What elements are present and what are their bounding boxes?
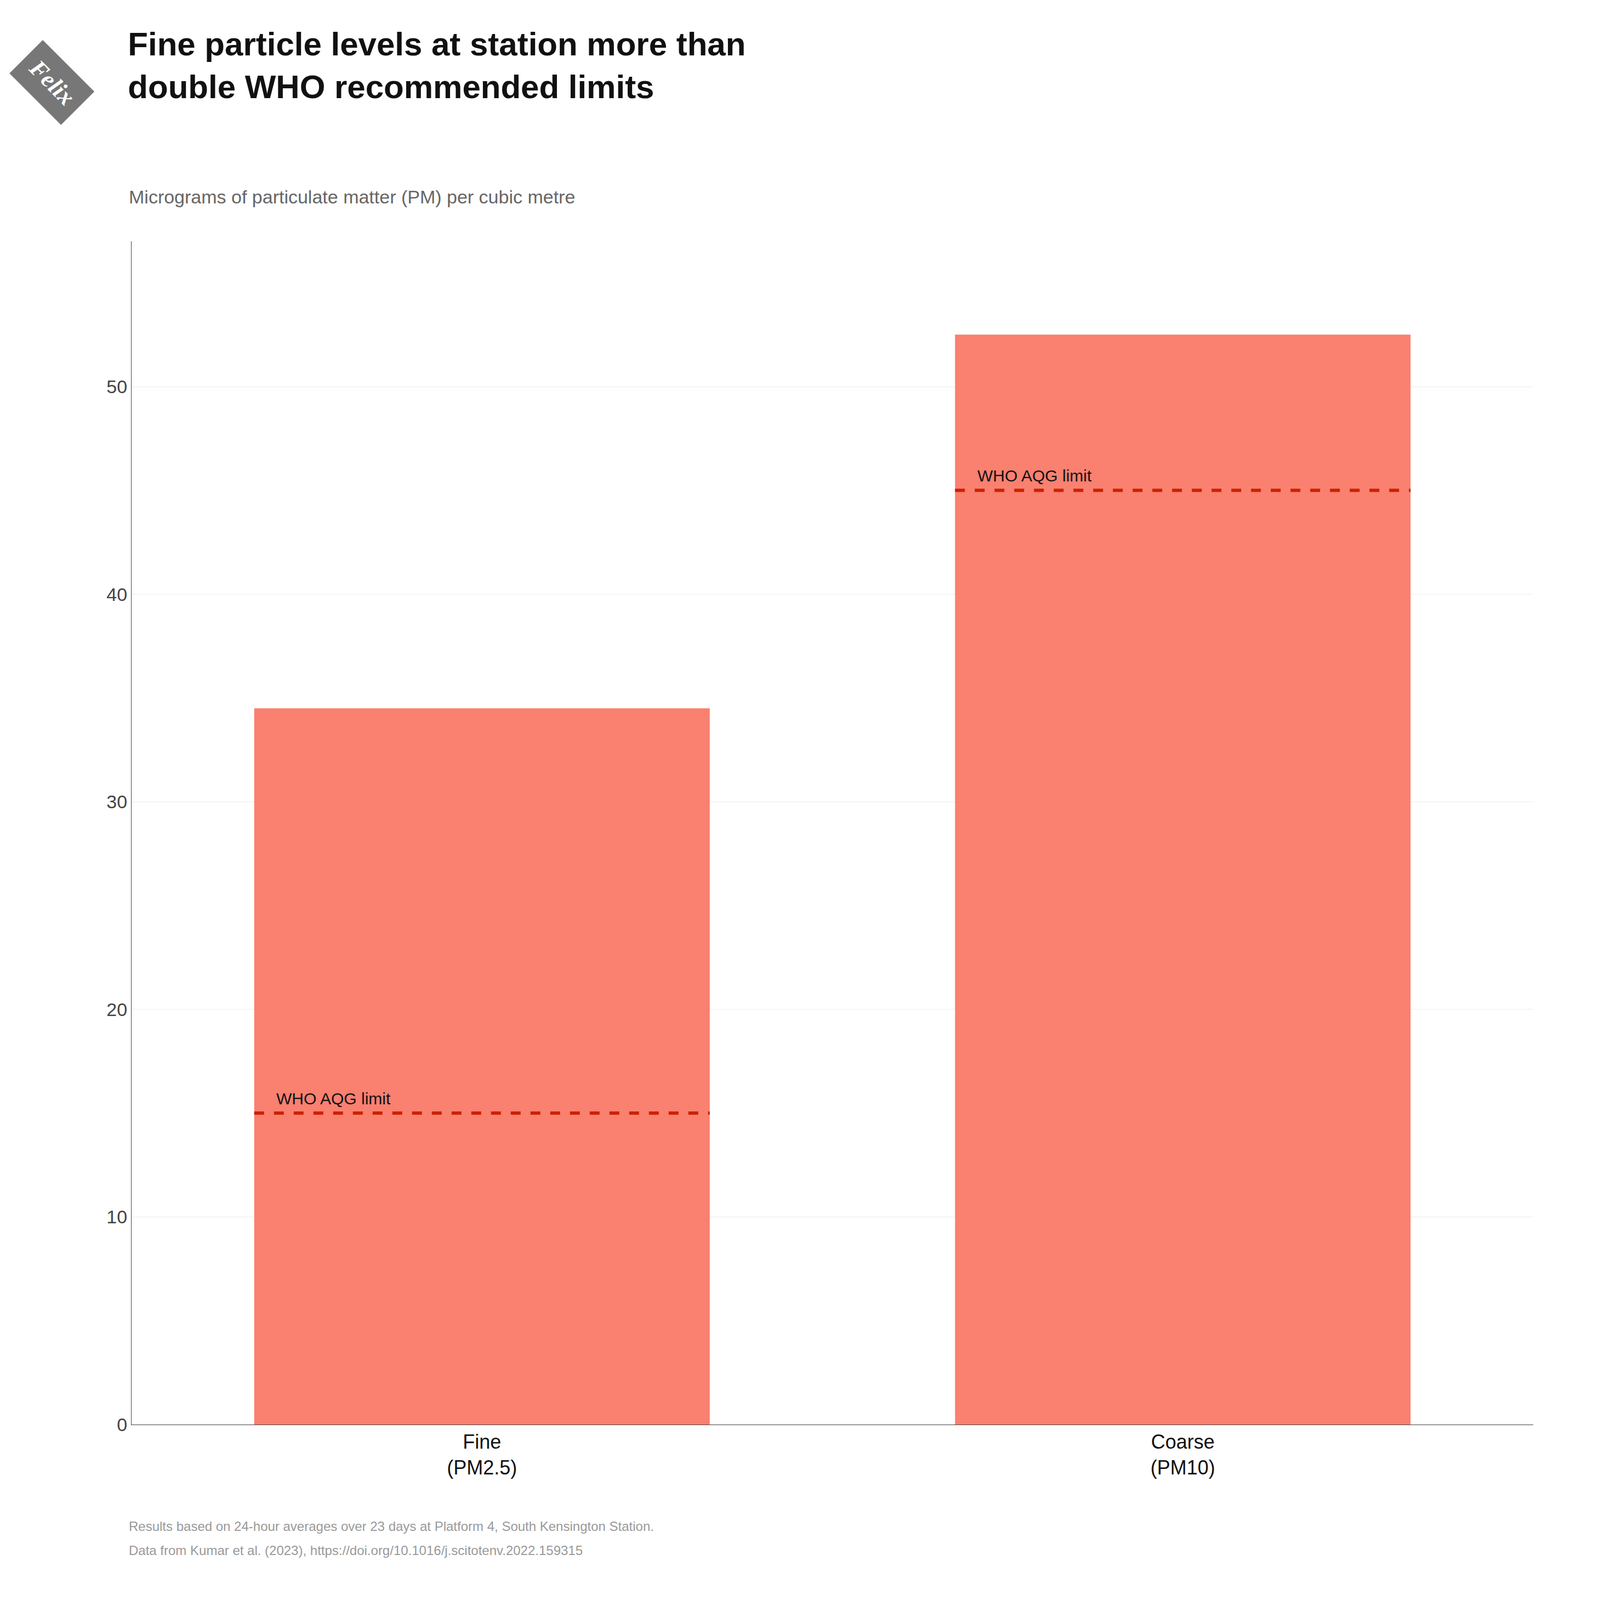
- svg-text:WHO AQG limit: WHO AQG limit: [276, 1089, 391, 1108]
- svg-text:10: 10: [106, 1205, 128, 1227]
- svg-text:Fine particle levels at statio: Fine particle levels at station more tha…: [127, 25, 746, 106]
- svg-text:0: 0: [116, 1413, 128, 1435]
- svg-text:Coarse(PM10): Coarse(PM10): [1150, 1430, 1216, 1479]
- svg-text:40: 40: [106, 583, 128, 605]
- svg-text:Results based on 24-hour avera: Results based on 24-hour averages over 2…: [128, 1518, 654, 1534]
- svg-text:30: 30: [106, 791, 128, 812]
- svg-text:20: 20: [106, 998, 128, 1020]
- svg-text:WHO AQG limit: WHO AQG limit: [977, 466, 1092, 485]
- svg-text:Fine(PM2.5): Fine(PM2.5): [446, 1430, 517, 1479]
- svg-text:Micrograms of particulate matt: Micrograms of particulate matter (PM) pe…: [128, 186, 576, 208]
- svg-text:Felix: Felix: [23, 54, 81, 111]
- svg-text:50: 50: [106, 376, 128, 397]
- svg-text:Data from Kumar et al. (2023),: Data from Kumar et al. (2023), https://d…: [128, 1542, 583, 1558]
